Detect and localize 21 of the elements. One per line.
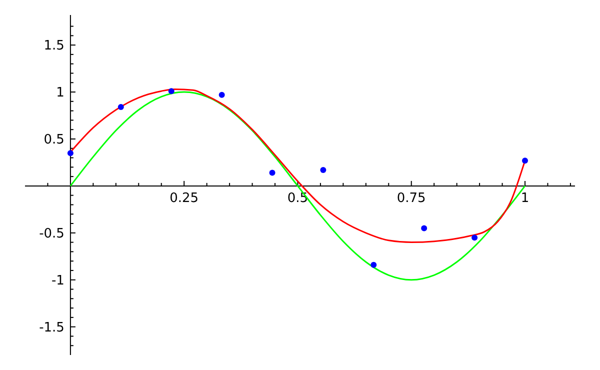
point bbox=[118, 104, 124, 110]
point bbox=[472, 234, 478, 241]
y-tick-label: 0.5 bbox=[44, 132, 64, 148]
point bbox=[67, 150, 74, 156]
point bbox=[370, 262, 377, 268]
y-tick-label: -1.5 bbox=[39, 320, 64, 336]
x-tick-label: 0.75 bbox=[396, 190, 426, 206]
y-tick-label: -0.5 bbox=[39, 226, 64, 242]
point bbox=[320, 166, 326, 173]
x-tick-label: 0.25 bbox=[170, 190, 199, 206]
point bbox=[218, 92, 225, 98]
point bbox=[168, 88, 174, 94]
x-tick-label: 0.5 bbox=[287, 190, 308, 206]
point bbox=[522, 158, 528, 164]
y-tick-label: 1.5 bbox=[44, 38, 64, 54]
y-tick-label: 1 bbox=[56, 86, 64, 101]
point bbox=[421, 225, 428, 232]
x-tick-label: 1 bbox=[520, 190, 530, 206]
point bbox=[269, 170, 276, 176]
line-series bbox=[70, 91, 526, 281]
y-tick-label: -1 bbox=[51, 273, 64, 288]
